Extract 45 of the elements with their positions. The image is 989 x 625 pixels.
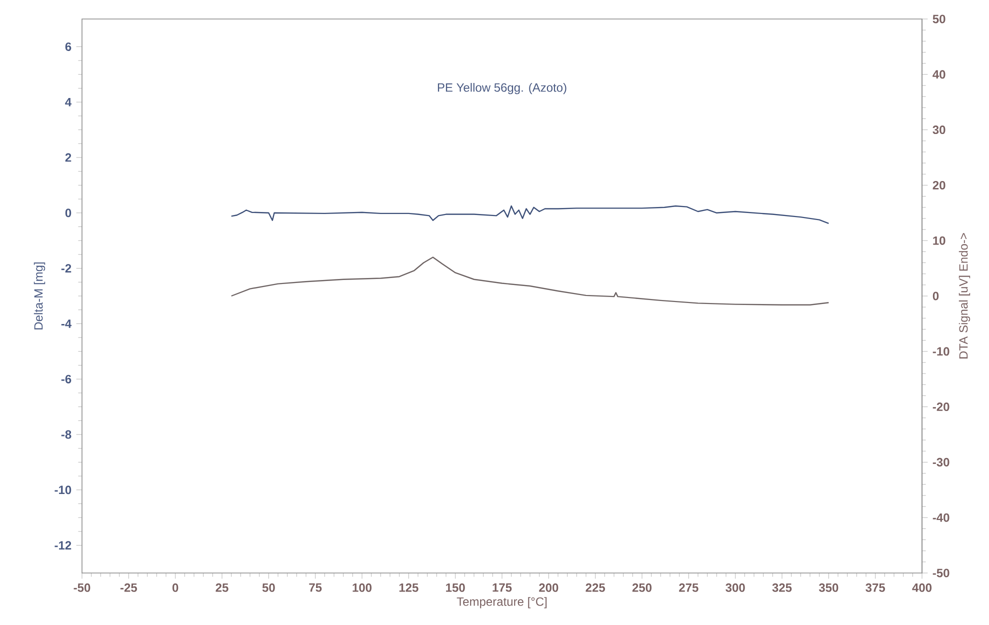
x-tick-label: 150	[446, 583, 465, 592]
x-tick-label: 350	[818, 583, 838, 592]
y-tick-label: 4	[65, 98, 72, 106]
x-tick-label: 75	[309, 583, 322, 592]
x-tick-label: 175	[492, 583, 512, 592]
x-tick-label: 200	[539, 583, 558, 592]
y2-axis-title: DTA Signal [uV] Endo->	[958, 233, 970, 358]
y2-tick-label: -20	[932, 402, 950, 412]
x-tick-label: 250	[632, 583, 652, 592]
y2-tick-label: 20	[932, 180, 946, 190]
x-tick-label: 275	[679, 583, 698, 592]
text: PE Yellow 56gg. (Azoto)	[438, 82, 566, 94]
y-tick-label: -4	[61, 320, 72, 328]
y-tick-label: -8	[61, 430, 72, 439]
y2-tick-label: -50	[932, 568, 950, 578]
x-axis-title: Temperature [°C]	[456, 597, 547, 608]
x-tick-label: 325	[772, 583, 792, 592]
x-tick-label: 0	[172, 583, 178, 592]
y-tick-label: -10	[54, 486, 72, 494]
y-tick-label: -12	[54, 541, 72, 550]
y2-tick-label: -10	[932, 347, 950, 356]
y2-tick-label: -40	[932, 513, 950, 522]
y2-tick-label: 30	[932, 126, 946, 134]
y2-tick-label: 50	[932, 14, 946, 24]
x-tick-label: 225	[586, 583, 606, 592]
y-axis-title: Delta-M [mg]	[34, 262, 46, 330]
x-tick-label: 50	[262, 583, 275, 592]
y-tick-label: 6	[65, 42, 72, 51]
y2-tick-label: 10	[933, 236, 946, 245]
x-tick-label: 400	[912, 583, 932, 592]
x-tick-label: 100	[352, 583, 372, 592]
y-tick-label: -6	[61, 374, 72, 384]
x-tick-label: 25	[216, 583, 228, 592]
y-tick-label: -2	[61, 264, 72, 272]
x-tick-label: 125	[399, 583, 418, 592]
y2-tick-label: 0	[932, 292, 939, 300]
y-tick-label: 2	[65, 153, 72, 162]
x-tick-label: -25	[120, 583, 137, 592]
x-tick-label: 375	[866, 583, 886, 592]
x-tick-label: 300	[726, 583, 745, 592]
line-series	[230, 256, 830, 306]
y-tick-label: 0	[65, 208, 72, 218]
x-tick-label: -50	[74, 583, 90, 592]
y2-tick-label: 40	[932, 70, 946, 79]
y2-tick-label: -30	[932, 458, 950, 466]
